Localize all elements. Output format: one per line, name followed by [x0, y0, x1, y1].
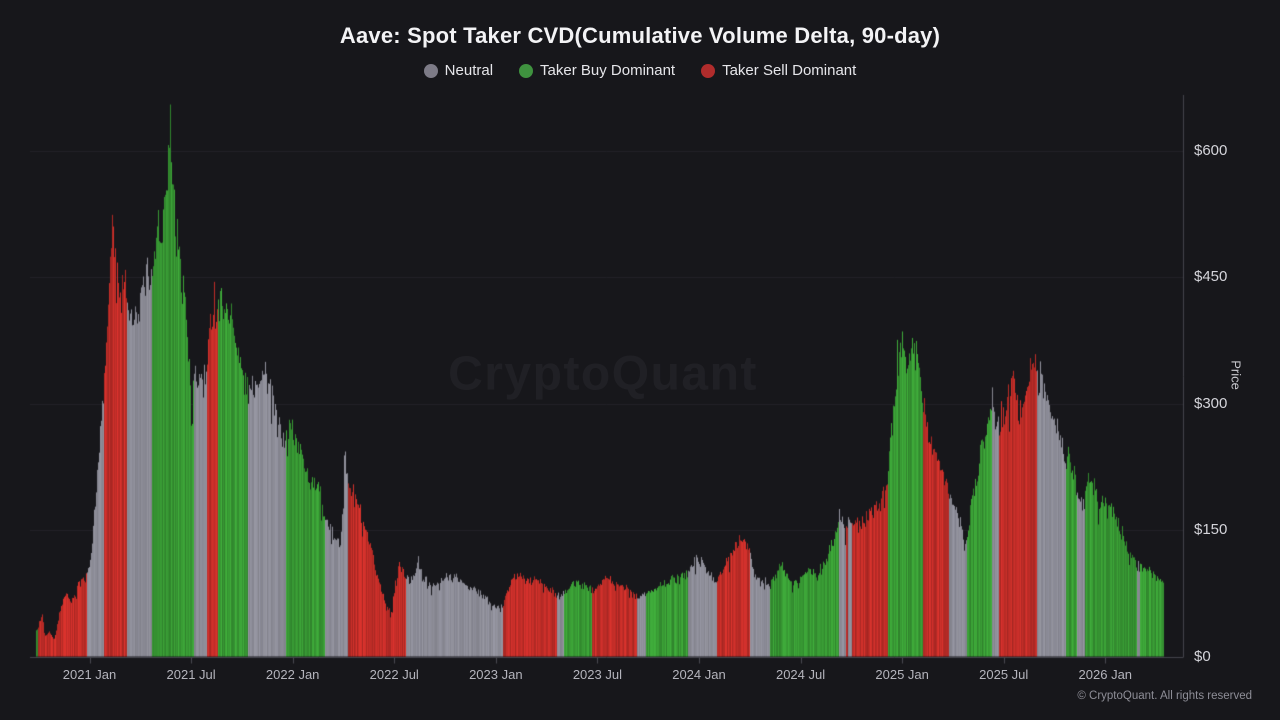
x-tick-label: 2025 Jul — [979, 667, 1029, 682]
y-tick-label: $0 — [1194, 647, 1211, 665]
x-tick-label: 2023 Jan — [469, 667, 523, 682]
x-tick-label: 2021 Jul — [166, 667, 216, 682]
x-tick-label: 2022 Jan — [265, 667, 320, 682]
y-axis-title: Price — [1228, 360, 1244, 390]
x-tick-label: 2024 Jul — [775, 667, 826, 682]
x-tick-label: 2025 Jan — [875, 667, 929, 682]
x-tick-label: 2024 Jan — [672, 667, 726, 682]
y-tick-label: $450 — [1194, 268, 1228, 286]
copyright-footer: © CryptoQuant. All rights reserved — [1077, 690, 1252, 702]
x-tick-label: 2026 Jan — [1078, 667, 1133, 682]
y-tick-label: $150 — [1194, 521, 1228, 539]
y-tick-label: $300 — [1194, 394, 1228, 412]
x-tick-label: 2021 Jan — [62, 667, 117, 682]
y-tick-label: $600 — [1194, 142, 1228, 160]
x-tick-label: 2023 Jul — [572, 667, 622, 682]
x-tick-label: 2022 Jul — [369, 667, 419, 682]
